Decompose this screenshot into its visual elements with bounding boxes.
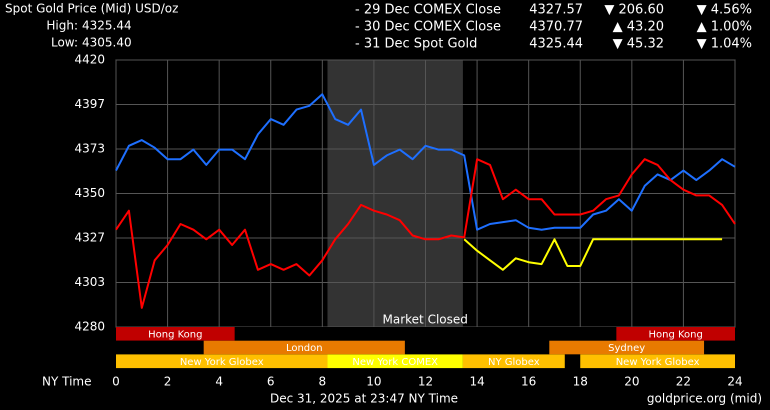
y-tick-label: 4280 [74,320,105,334]
x-tick-label: 8 [319,375,327,389]
legend-close: 4370.77 [529,20,583,35]
y-tick-label: 4397 [74,97,105,111]
session-bar [580,354,735,369]
session-label: Hong Kong [648,330,702,341]
session-label: Hong Kong [148,330,202,341]
series-line [463,238,723,271]
x-tick-label: 22 [676,375,691,389]
session-label: New York Globex [616,357,700,368]
session-bar [116,327,235,341]
x-tick-label: 6 [267,375,275,389]
legend-entry: - 31 Dec Spot Gold [355,37,477,52]
session-label: Sydney [608,343,645,354]
session-label: NY Globex [488,357,540,368]
x-tick-label: 12 [418,375,433,389]
stat-value: 4305.40 [82,36,132,50]
session-label: New York Globex [180,357,264,368]
y-tick-label: 4350 [74,186,105,200]
legend-change: ▲ 43.20 [613,20,664,35]
session-bar [203,340,405,355]
session-row [116,327,735,341]
legend-change: ▼ 45.32 [613,37,664,52]
footnote: Dec 31, 2025 at 23:47 NY Time [270,392,458,406]
legend-change-pct: ▼ 4.56% [697,3,752,18]
source: goldprice.org (mid) [647,392,762,406]
y-tick-label: 4373 [74,142,105,156]
y-tick-label: 4327 [74,230,105,244]
x-tick-label: 20 [624,375,639,389]
legend-change-pct: ▼ 1.04% [697,37,752,52]
stat-value: 4325.44 [82,19,132,33]
series-line [115,158,736,309]
x-tick-label: 10 [366,375,381,389]
session-label: New York COMEX [352,357,438,368]
x-tick-label: 18 [573,375,588,389]
legend-change-pct: ▲ 1.00% [697,20,752,35]
x-tick-label: 24 [727,375,742,389]
legend-close: 4327.57 [529,3,583,18]
x-tick-label: 4 [215,375,223,389]
stat-name: Low: [51,36,78,50]
legend-entry: - 30 Dec COMEX Close [355,20,501,35]
legend-entry: - 29 Dec COMEX Close [355,3,501,18]
session-bar [549,340,705,355]
session-bar [116,354,328,369]
series-line [115,93,736,231]
session-bar [327,354,463,369]
chart-title: Spot Gold Price (Mid) USD/oz [5,2,178,16]
x-tick-label: 14 [469,375,484,389]
x-axis-label: NY Time [42,375,92,389]
x-tick-label: 2 [164,375,172,389]
legend-change: ▼ 206.60 [604,3,664,18]
x-tick-label: 0 [112,375,120,389]
stat-name: High: [46,19,78,33]
x-tick-label: 16 [521,375,536,389]
session-bar [616,327,735,341]
session-label: London [286,343,323,354]
y-tick-label: 4420 [74,53,105,67]
session-bar [462,354,565,369]
y-tick-label: 4303 [74,275,105,289]
legend: - 29 Dec COMEX Close 4327.57 ▼ 206.60 ▼ 4.5… [355,3,752,52]
legend-close: 4325.44 [529,37,583,52]
